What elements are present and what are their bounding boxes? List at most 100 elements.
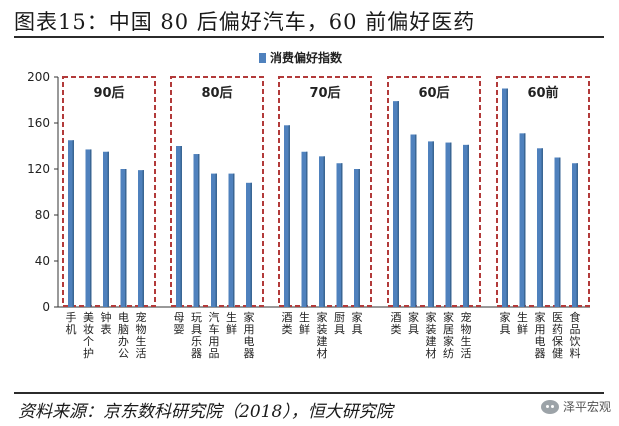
category-labels: 手机美妆个护钟表电脑办公宠物生活母婴玩具乐器汽车用品生鲜家用电器酒类生鲜家装建材… [66, 310, 581, 360]
category-label: 手机 [66, 310, 77, 336]
bar [319, 156, 325, 307]
category-label: 母婴 [174, 311, 185, 336]
bar-shade [559, 157, 561, 307]
bar [176, 146, 182, 307]
y-tick-label: 40 [35, 254, 50, 268]
bar-shade [180, 146, 182, 307]
y-tick-label: 0 [42, 300, 50, 314]
bar [463, 144, 469, 307]
bar-shade [306, 151, 308, 307]
group-boxes: 90后 80后 70后 60后 60前 [62, 76, 590, 307]
bar-chart: 消费偏好指数 0 40 80 120 160 200 90后 80后 70后 60后 60前 手机… [27, 50, 590, 360]
category-label: 钟表 [101, 310, 112, 336]
bar [68, 140, 74, 307]
category-label: 家装建材 [317, 310, 328, 360]
bar-shade [142, 170, 144, 307]
category-label: 家用电器 [535, 310, 546, 360]
bar-shade [125, 169, 127, 307]
bar [537, 148, 543, 307]
group-label: 60前 [527, 85, 558, 101]
bar-shade [541, 148, 543, 307]
bar-shade [233, 173, 235, 307]
y-tick-label: 80 [35, 208, 50, 222]
bar-shade [323, 156, 325, 307]
title-divider [14, 36, 604, 38]
bar [301, 151, 308, 307]
category-label: 食品饮料 [570, 310, 581, 360]
bar [519, 133, 526, 307]
category-label: 宠物生活 [136, 310, 147, 360]
category-label: 家具 [408, 310, 419, 336]
category-label: 汽车用品 [209, 310, 220, 360]
bar-shade [524, 133, 526, 307]
category-label: 生鲜 [299, 310, 310, 336]
bar [120, 169, 127, 307]
bar-shade [215, 173, 217, 307]
bar [228, 173, 235, 307]
bar-shade [506, 88, 508, 307]
bar-shade [90, 149, 92, 307]
bar-shade [358, 169, 360, 307]
bar-shade [288, 125, 290, 307]
category-label: 厨具 [334, 311, 345, 336]
bar [211, 173, 217, 307]
source-divider [14, 392, 604, 394]
category-label: 酒类 [282, 311, 293, 336]
category-label: 生鲜 [226, 310, 237, 336]
watermark: 泽平宏观 [540, 398, 611, 415]
y-tick-label: 200 [27, 70, 50, 84]
bar-shade [250, 182, 252, 307]
bar-shade [72, 140, 74, 307]
group-label: 70后 [309, 85, 340, 101]
chart-title: 图表15：中国 80 后偏好汽车，60 前偏好医药 [14, 10, 476, 34]
category-label: 家具 [352, 310, 363, 336]
bar-shade [107, 151, 109, 307]
bar-shade [341, 163, 343, 307]
bar-shade [432, 141, 434, 307]
bar [572, 163, 578, 307]
bar [445, 142, 452, 307]
bar-shade [467, 144, 469, 307]
chart-legend: 消费偏好指数 [259, 50, 343, 65]
bar [336, 163, 343, 307]
bar [193, 154, 200, 307]
bar-shade [576, 163, 578, 307]
bar [393, 101, 399, 308]
category-label: 生鲜 [517, 310, 528, 336]
bar [410, 134, 417, 307]
category-label: 美妆个护 [83, 311, 94, 360]
bar-shade [198, 154, 200, 307]
legend-label: 消费偏好指数 [270, 50, 343, 65]
category-label: 家具 [500, 310, 511, 336]
bar [284, 125, 290, 307]
group-label: 80后 [201, 85, 232, 101]
bar-shade [450, 142, 452, 307]
category-label: 酒类 [391, 311, 402, 336]
bar [354, 169, 360, 307]
category-label: 玩具乐器 [191, 311, 202, 360]
bar-shade [415, 134, 417, 307]
legend-swatch [259, 53, 266, 63]
bar [502, 88, 508, 307]
group-label: 60后 [418, 85, 449, 101]
category-label: 电脑办公 [118, 311, 129, 360]
bar [138, 170, 144, 307]
bar [85, 149, 92, 307]
watermark-text: 泽平宏观 [562, 400, 611, 414]
category-label: 医药保健 [552, 311, 563, 360]
group-label: 90后 [93, 85, 124, 101]
y-tick-label: 120 [27, 162, 50, 176]
category-label: 宠物生活 [461, 310, 472, 360]
bar [554, 157, 561, 307]
category-label: 家装建材 [426, 310, 437, 360]
bar [103, 151, 109, 307]
category-label: 家居家纺 [443, 310, 454, 360]
y-tick-label: 160 [27, 116, 50, 130]
bar-shade [397, 101, 399, 308]
category-label: 家用电器 [244, 310, 255, 360]
bars [68, 88, 578, 308]
source-note: 资料来源：京东数科研究院（2018），恒大研究院 [18, 402, 393, 422]
bar [428, 141, 434, 307]
bar [246, 182, 252, 307]
wechat-icon [540, 399, 559, 414]
